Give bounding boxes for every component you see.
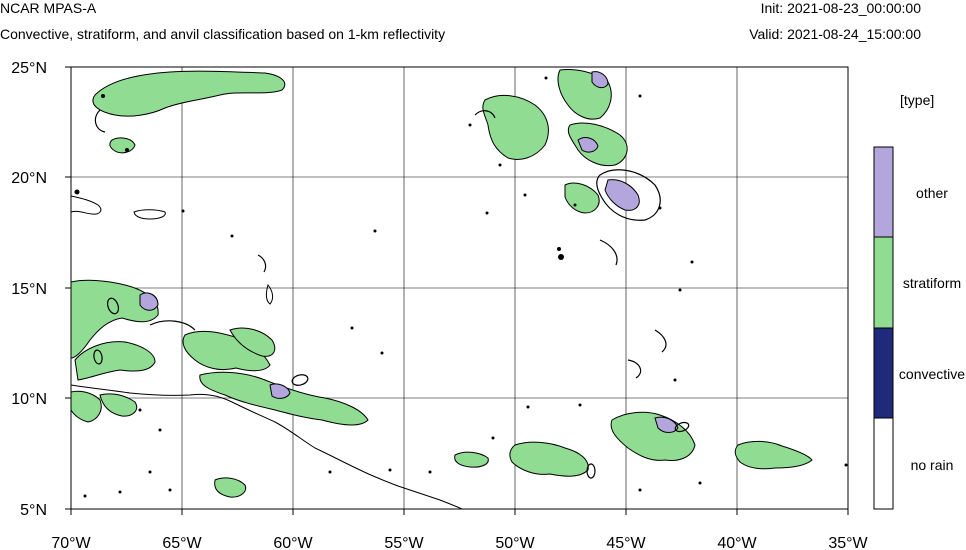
- lon-tick-label: 35°W: [828, 535, 868, 550]
- plot-description: Convective, stratiform, and anvil classi…: [0, 26, 446, 42]
- legend-colorbar: [873, 146, 894, 510]
- coastline-south-america: [70, 384, 463, 510]
- lon-tick-label: 40°W: [717, 535, 757, 550]
- model-title: NCAR MPAS-A: [0, 0, 97, 16]
- lon-tick-label: 65°W: [162, 535, 202, 550]
- lon-tick-labels: 70°W 65°W 60°W 55°W 50°W 45°W 40°W 35°W: [51, 535, 868, 550]
- legend-label-other: other: [916, 185, 948, 201]
- scattered-cells: [74, 76, 848, 498]
- precip-other: [139, 71, 679, 433]
- valid-label: Valid:: [749, 26, 784, 42]
- init-time: Init: 2021-08-23_00:00:00: [761, 0, 921, 16]
- lat-tick-labels: 25°N 20°N 15°N 10°N 5°N: [11, 60, 47, 519]
- lat-tick-label: 20°N: [11, 170, 47, 187]
- coastline-cuba: [70, 195, 102, 215]
- lat-tick-label: 25°N: [11, 60, 47, 77]
- init-value: 2021-08-23_00:00:00: [787, 0, 921, 16]
- lon-tick-label: 55°W: [384, 535, 424, 550]
- lon-tick-label: 50°W: [495, 535, 535, 550]
- lon-tick-label: 60°W: [273, 535, 313, 550]
- precip-outlines: [93, 109, 690, 479]
- legend-label-convective: convective: [898, 366, 966, 382]
- legend-swatch-no-rain: [873, 417, 894, 510]
- coastline-jamaica: [133, 209, 166, 220]
- valid-time: Valid: 2021-08-24_15:00:00: [749, 26, 921, 42]
- legend-label-stratiform: stratiform: [902, 275, 962, 291]
- init-label: Init:: [760, 0, 784, 16]
- coastlines: [70, 195, 463, 510]
- axis-ticks: [65, 66, 849, 515]
- coastline-hispaniola: [265, 283, 274, 305]
- legend-title: [type]: [900, 92, 935, 108]
- lat-tick-label: 10°N: [11, 391, 47, 408]
- lat-tick-label: 5°N: [20, 502, 47, 519]
- lat-tick-label: 15°N: [11, 281, 47, 298]
- valid-value: 2021-08-24_15:00:00: [787, 26, 921, 42]
- legend-label-no-rain: no rain: [910, 457, 954, 473]
- lon-tick-label: 70°W: [51, 535, 91, 550]
- lon-tick-label: 45°W: [606, 535, 646, 550]
